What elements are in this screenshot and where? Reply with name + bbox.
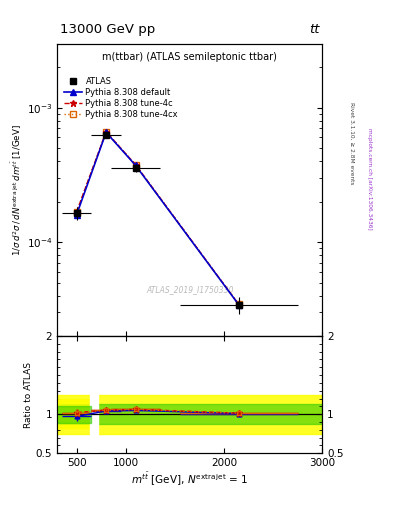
Text: Rivet 3.1.10, ≥ 2.8M events: Rivet 3.1.10, ≥ 2.8M events — [349, 102, 354, 185]
Text: ATLAS_2019_I1750330: ATLAS_2019_I1750330 — [146, 285, 233, 294]
Text: 13000 GeV pp: 13000 GeV pp — [60, 23, 155, 36]
X-axis label: $m^{t\bar{t}}$ [GeV], $N^{\mathrm{extra\,jet}}$ = 1: $m^{t\bar{t}}$ [GeV], $N^{\mathrm{extra\… — [131, 471, 248, 488]
Legend: ATLAS, Pythia 8.308 default, Pythia 8.308 tune-4c, Pythia 8.308 tune-4cx: ATLAS, Pythia 8.308 default, Pythia 8.30… — [64, 77, 178, 119]
Y-axis label: Ratio to ATLAS: Ratio to ATLAS — [24, 361, 33, 428]
Text: mcplots.cern.ch [arXiv:1306.3436]: mcplots.cern.ch [arXiv:1306.3436] — [367, 129, 372, 230]
Text: m(ttbar) (ATLAS semileptonic ttbar): m(ttbar) (ATLAS semileptonic ttbar) — [102, 52, 277, 62]
Y-axis label: $1/\sigma\,d^2\sigma\,/\,dN^{\mathrm{extra\,jet}}\,dm^{t\bar{t}}$ [1/GeV]: $1/\sigma\,d^2\sigma\,/\,dN^{\mathrm{ext… — [9, 124, 24, 255]
Text: tt: tt — [309, 23, 320, 36]
